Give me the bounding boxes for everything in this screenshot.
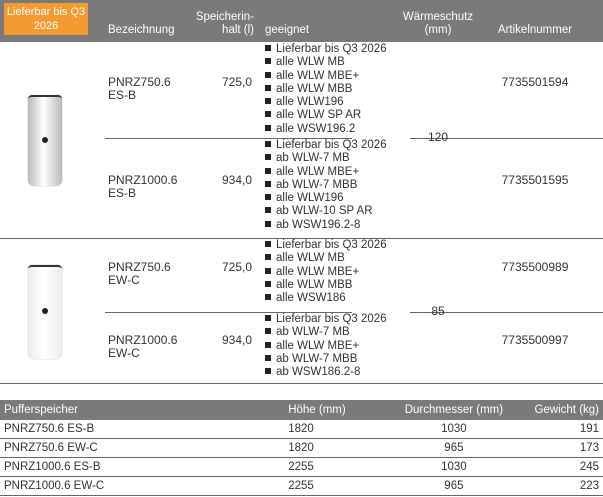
waermeschutz-value: 120	[427, 130, 449, 144]
spec-cell: 245	[516, 457, 603, 477]
geeignet-item: alle WLW SP AR	[265, 109, 387, 122]
spec-header: Durchmesser (mm)	[390, 400, 517, 420]
product-name: PNRZ1000.6 ES-B	[108, 174, 177, 200]
geeignet-item: alle WLW MBE+	[265, 70, 387, 83]
spec-cell: 1030	[390, 457, 517, 477]
artikelnummer-value: 7735501595	[501, 173, 569, 187]
spec-cell: 191	[516, 420, 603, 439]
row-divider	[410, 312, 603, 313]
col-speicherinhalt-l2: halt (l)	[222, 24, 254, 36]
geeignet-item: ab WLW-7 MBB	[265, 353, 387, 366]
artikelnummer-value: 7735500997	[501, 332, 569, 347]
speicherinhalt-value: 934,0	[221, 332, 252, 347]
tank-image	[28, 265, 62, 359]
spec-cell: 173	[516, 438, 603, 458]
group-divider	[0, 383, 603, 384]
spec-cell: PNRZ750.6 ES-B	[0, 420, 129, 439]
col-geeignet: geeignet	[265, 24, 310, 36]
geeignet-item: alle WLW MBB	[265, 83, 387, 96]
spec-cell: 1030	[390, 420, 517, 439]
product-name-line2: ES-B	[108, 88, 137, 102]
speicherinhalt-value: 725,0	[221, 260, 252, 274]
geeignet-item: alle WLW MB	[265, 56, 387, 69]
geeignet-item: Lieferbar bis Q3 2026	[265, 313, 387, 326]
row-divider	[410, 138, 603, 139]
product-name-line1: PNRZ750.6	[108, 260, 171, 274]
tank-image	[28, 95, 62, 186]
geeignet-list: Lieferbar bis Q3 2026 ab WLW-7 MB alle WLW…	[265, 139, 387, 232]
spec-cell: PNRZ750.6 EW-C	[0, 438, 129, 458]
spec-cell: 965	[390, 476, 517, 496]
geeignet-item: alle WLW MBB	[265, 279, 387, 292]
product-name-line2: EW-C	[108, 273, 140, 287]
col-waermeschutz-l2: (mm)	[424, 24, 452, 36]
geeignet-item: Lieferbar bis Q3 2026	[265, 239, 387, 252]
spec-cell: 2255	[128, 476, 391, 496]
geeignet-item: ab WLW-7 MB	[265, 152, 387, 165]
product-name-line1: PNRZ750.6	[108, 75, 171, 89]
spec-row: PNRZ1000.6 ES-B 2255 1030 245	[0, 457, 603, 477]
table-header	[0, 0, 603, 42]
spec-row: PNRZ1000.6 EW-C 2255 965 223	[0, 476, 603, 496]
col-speicherinhalt-l1: Speicherin-	[195, 11, 254, 23]
geeignet-list: Lieferbar bis Q3 2026 alle WLW MB alle WLW…	[265, 43, 387, 136]
spec-cell: PNRZ1000.6 EW-C	[0, 476, 129, 496]
geeignet-item: ab WLW-7 MBB	[265, 179, 387, 192]
geeignet-item: ab WLW-7 MB	[265, 326, 387, 339]
spec-cell: 2255	[128, 457, 391, 477]
spec-cell: 1820	[128, 420, 391, 439]
geeignet-item: ab WSW186.2-8	[265, 366, 387, 379]
spec-header: Pufferspeicher	[0, 400, 129, 420]
artikelnummer-value: 7735501594	[501, 75, 569, 89]
geeignet-item: alle WSW186	[265, 292, 387, 305]
col-bezeichnung: Bezeichnung	[108, 24, 175, 36]
spec-table: Pufferspeicher Höhe (mm) Durchmesser (mm…	[0, 400, 603, 496]
col-waermeschutz-l1: Wärmeschutz	[402, 11, 474, 23]
product-name-line2: EW-C	[108, 345, 140, 360]
spec-header: Höhe (mm)	[128, 400, 391, 420]
row-divider	[105, 312, 352, 313]
availability-badge: Lieferbar bis Q3 2026	[4, 3, 88, 35]
artikelnummer-value: 7735500989	[501, 260, 569, 274]
geeignet-item: ab WLW-10 SP AR	[265, 205, 387, 218]
product-name: PNRZ750.6 ES-B	[108, 76, 171, 102]
speicherinhalt-value: 725,0	[221, 75, 252, 89]
product-name-line1: PNRZ1000.6	[108, 332, 178, 347]
geeignet-item: alle WLW MB	[265, 252, 387, 265]
product-name: PNRZ750.6 EW-C	[108, 261, 171, 287]
geeignet-list: Lieferbar bis Q3 2026 alle WLW MB alle WLW…	[265, 239, 387, 305]
spec-cell: 223	[516, 476, 603, 496]
geeignet-list: Lieferbar bis Q3 2026 ab WLW-7 MB alle WLW…	[265, 313, 387, 379]
speicherinhalt-value: 934,0	[221, 173, 252, 187]
col-speicherinhalt: Speicherin-halt (l)	[190, 11, 254, 37]
col-artikelnummer: Artikelnummer	[497, 24, 573, 36]
spec-cell: 1820	[128, 438, 391, 458]
geeignet-item: ab WSW196.2-8	[265, 219, 387, 232]
tank-port-icon	[42, 308, 48, 315]
geeignet-item: Lieferbar bis Q3 2026	[265, 139, 387, 152]
product-name-line1: PNRZ1000.6	[108, 173, 178, 187]
row-divider	[105, 138, 352, 139]
geeignet-item: alle WLW196	[265, 192, 387, 205]
waermeschutz-value: 85	[431, 304, 445, 318]
spec-cell: PNRZ1000.6 ES-B	[0, 457, 129, 477]
col-waermeschutz: Wärmeschutz (mm)	[398, 11, 478, 37]
geeignet-item: alle WLW MBE+	[265, 166, 387, 179]
geeignet-item: alle WLW MBE+	[265, 266, 387, 279]
product-name: PNRZ1000.6 EW-C	[108, 332, 178, 360]
spec-cell: 965	[390, 438, 517, 458]
tank-port-icon	[42, 137, 48, 144]
spec-header: Gewicht (kg)	[516, 400, 603, 420]
geeignet-item: alle WLW196	[265, 96, 387, 109]
geeignet-item: alle WSW196.2	[265, 123, 387, 136]
product-name-line2: ES-B	[108, 186, 137, 200]
geeignet-item: Lieferbar bis Q3 2026	[265, 43, 387, 56]
geeignet-item: alle WLW MBE+	[265, 340, 387, 353]
spec-row: PNRZ750.6 ES-B 1820 1030 191	[0, 420, 603, 439]
spec-row: PNRZ750.6 EW-C 1820 965 173	[0, 438, 603, 458]
